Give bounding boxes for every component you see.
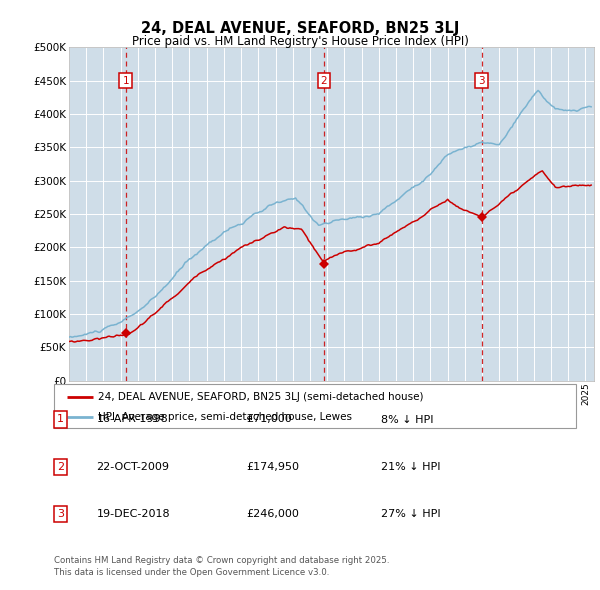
Text: 8% ↓ HPI: 8% ↓ HPI: [381, 415, 433, 424]
Text: 16-APR-1998: 16-APR-1998: [97, 415, 169, 424]
Text: 2: 2: [57, 462, 64, 471]
Text: £246,000: £246,000: [247, 509, 299, 519]
Text: 1: 1: [57, 415, 64, 424]
Text: 1: 1: [122, 76, 129, 86]
Text: HPI: Average price, semi-detached house, Lewes: HPI: Average price, semi-detached house,…: [98, 412, 352, 422]
Text: Contains HM Land Registry data © Crown copyright and database right 2025.
This d: Contains HM Land Registry data © Crown c…: [54, 556, 389, 577]
FancyBboxPatch shape: [54, 384, 576, 428]
Text: £71,000: £71,000: [247, 415, 292, 424]
Text: 2: 2: [320, 76, 327, 86]
Text: 19-DEC-2018: 19-DEC-2018: [97, 509, 170, 519]
Text: Price paid vs. HM Land Registry's House Price Index (HPI): Price paid vs. HM Land Registry's House …: [131, 35, 469, 48]
Text: 24, DEAL AVENUE, SEAFORD, BN25 3LJ (semi-detached house): 24, DEAL AVENUE, SEAFORD, BN25 3LJ (semi…: [98, 392, 424, 402]
Text: £174,950: £174,950: [247, 462, 299, 471]
Text: 21% ↓ HPI: 21% ↓ HPI: [381, 462, 440, 471]
Text: 3: 3: [478, 76, 485, 86]
Text: 3: 3: [57, 509, 64, 519]
Text: 22-OCT-2009: 22-OCT-2009: [97, 462, 170, 471]
Text: 27% ↓ HPI: 27% ↓ HPI: [381, 509, 440, 519]
Text: 24, DEAL AVENUE, SEAFORD, BN25 3LJ: 24, DEAL AVENUE, SEAFORD, BN25 3LJ: [141, 21, 459, 35]
